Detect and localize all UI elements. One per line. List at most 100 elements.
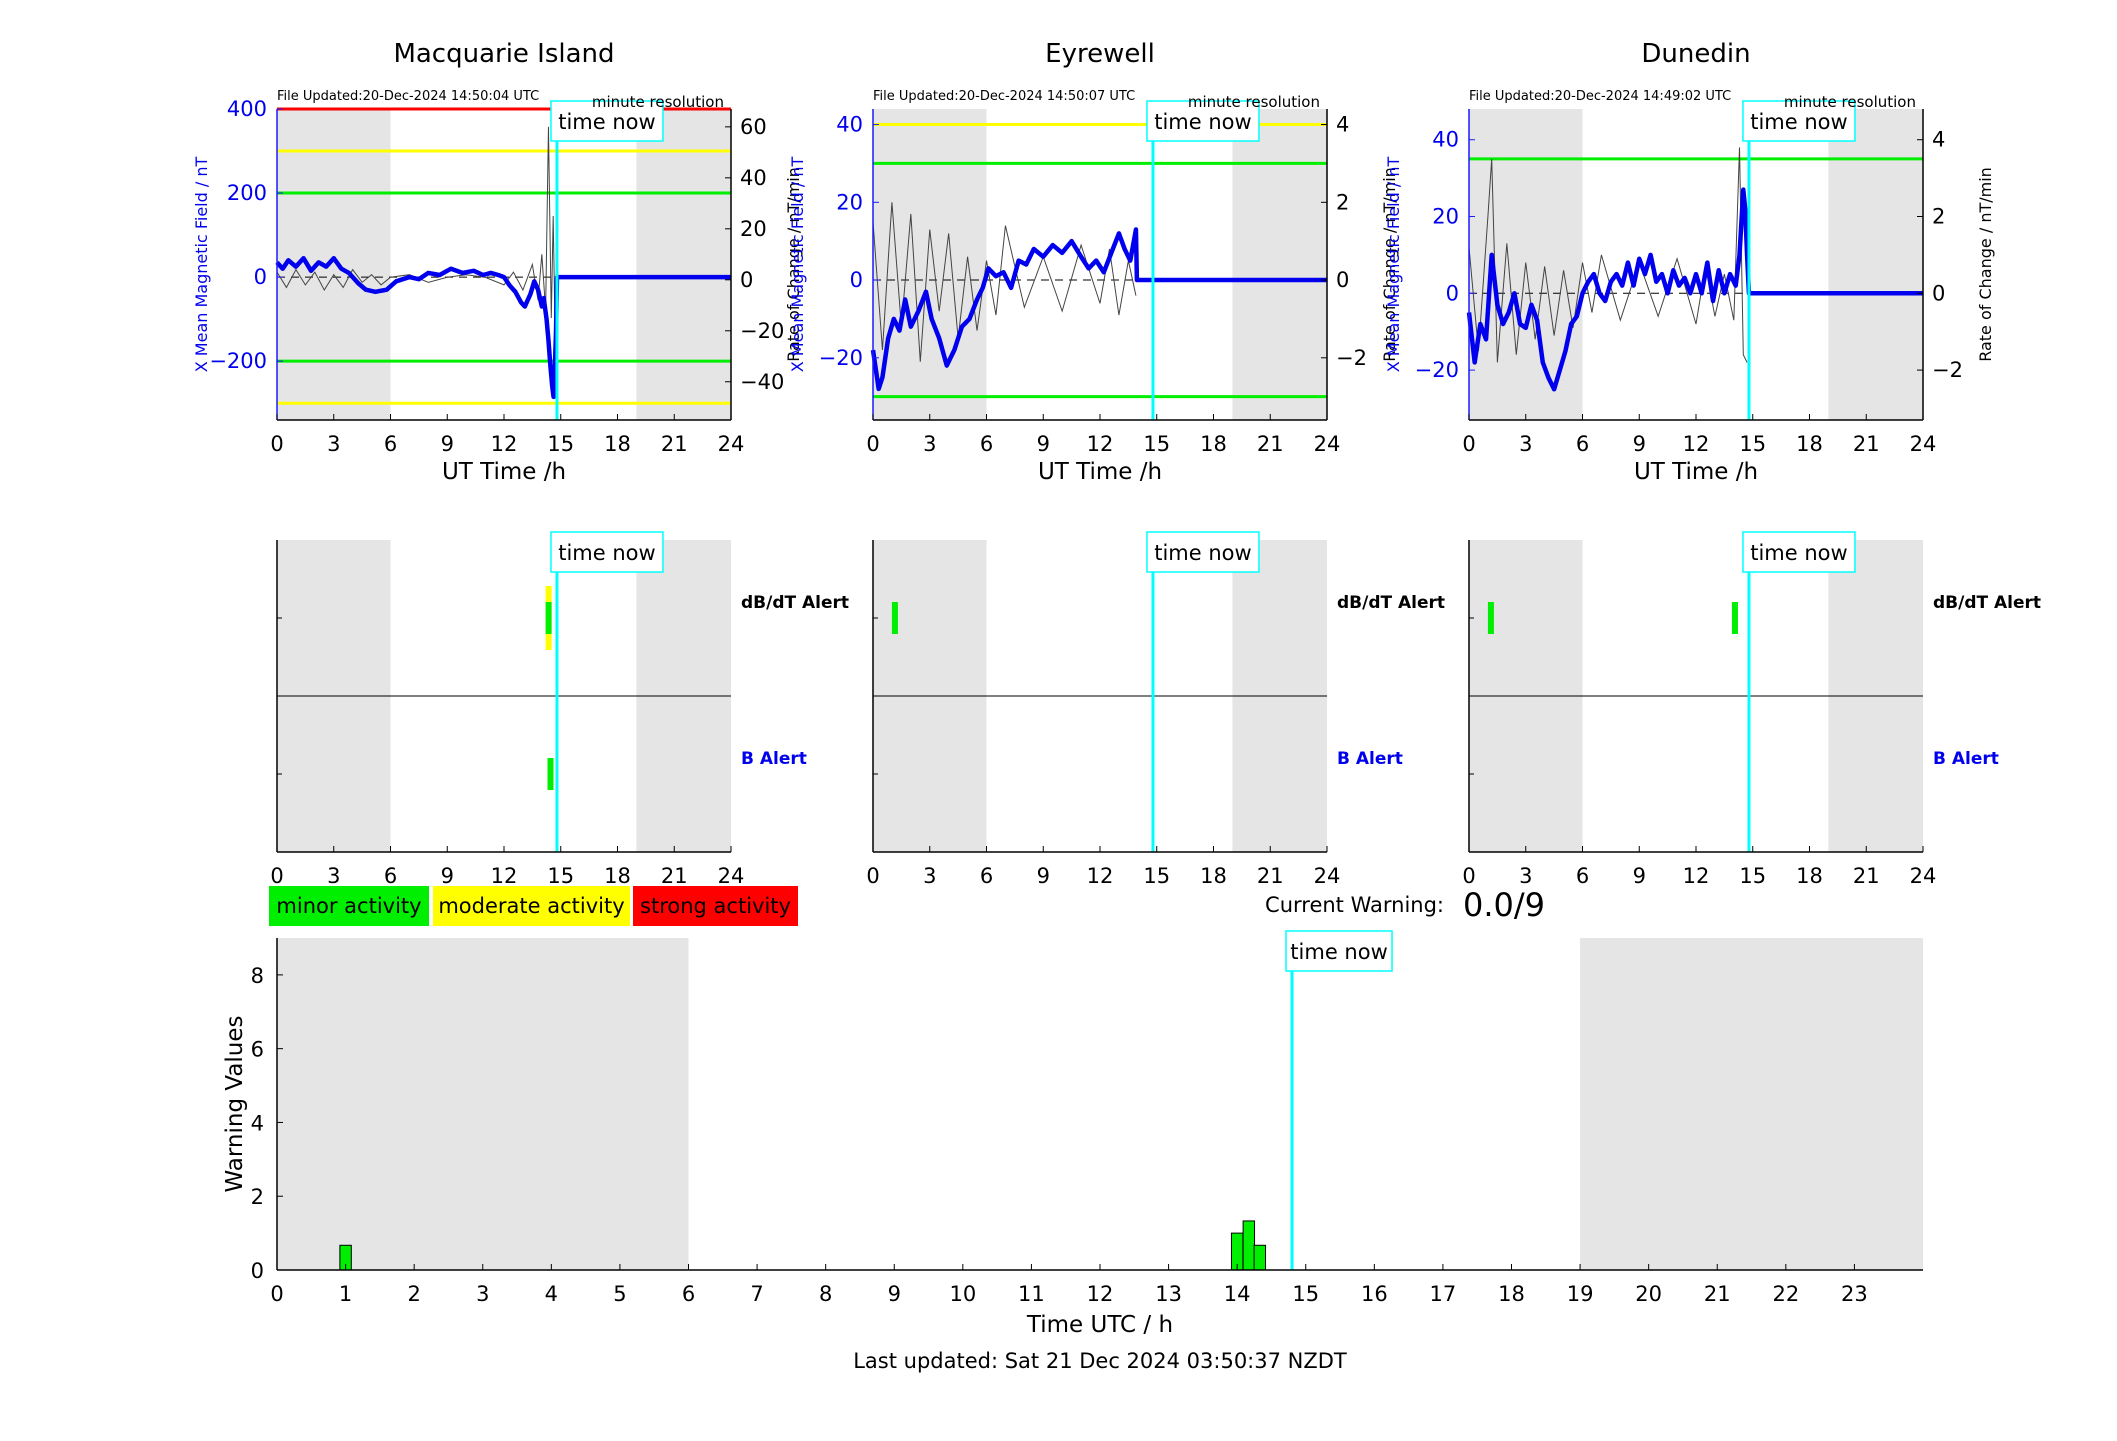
- y-tick-label: 0: [850, 268, 863, 292]
- warning-bar-3: [1253, 1244, 1267, 1271]
- x-tick-label: 21: [661, 432, 688, 456]
- y2-axis-label: Rate of Change / nT/min: [1380, 167, 1399, 362]
- y2-tick-label: 2: [1932, 205, 1945, 229]
- y2-tick-label: 0: [1932, 281, 1945, 305]
- x-tick-label: 24: [718, 432, 745, 456]
- x-tick-label: 9: [1633, 864, 1646, 888]
- x-tick-label: 9: [1037, 432, 1050, 456]
- x-tick-label: 6: [384, 432, 397, 456]
- x-tick-label: 12: [1087, 864, 1114, 888]
- alert-time-now-label: time now: [1154, 541, 1251, 565]
- warning-time-now-box: [1285, 930, 1393, 972]
- x-tick-label: 16: [1361, 1282, 1388, 1306]
- dbdt-alert-label: dB/dT Alert: [741, 593, 849, 613]
- magnetometer-time-now-box: [1146, 100, 1260, 142]
- magnetometer-time-now-label: time now: [1750, 110, 1847, 134]
- x-tick-label: 9: [1633, 432, 1646, 456]
- magnetic-field-series: [870, 227, 1327, 392]
- y-tick-label: 2: [251, 1185, 264, 1209]
- current-warning-label: Current Warning:: [1265, 893, 1444, 917]
- x-tick-label: 21: [1257, 864, 1284, 888]
- x-tick-label: 21: [1853, 432, 1880, 456]
- file-updated-text: File Updated:20-Dec-2024 14:50:04 UTC: [277, 89, 539, 104]
- magnetometer-chart-1: Macquarie Island time now 0 3 6 9 12 15 18 21 24 −2…: [192, 39, 803, 485]
- x-tick-label: 9: [441, 864, 454, 888]
- x-axis-label: Time UTC / h: [1026, 1312, 1173, 1338]
- b-alert-bar-minor: [547, 758, 554, 790]
- file-updated-text: File Updated:20-Dec-2024 14:50:07 UTC: [873, 89, 1135, 104]
- magnetometer-time-now-label: time now: [1154, 110, 1251, 134]
- legend-swatch-minor: [269, 886, 429, 926]
- x-tick-label: 8: [819, 1282, 832, 1306]
- x-tick-label: 18: [1498, 1282, 1525, 1306]
- legend-label-minor: minor activity: [276, 894, 421, 918]
- y2-tick-label: 2: [1336, 190, 1349, 214]
- x-axis-label: UT Time /h: [442, 459, 566, 485]
- night-shading-1: [636, 109, 731, 420]
- x-tick-label: 22: [1772, 1282, 1799, 1306]
- y2-tick-label: 60: [740, 115, 767, 139]
- x-tick-label: 0: [270, 864, 283, 888]
- y2-tick-label: 4: [1932, 128, 1945, 152]
- x-tick-label: 21: [661, 864, 688, 888]
- x-tick-label: 3: [1519, 864, 1532, 888]
- y-axis-label: X Mean Magnetic Field / nT: [1384, 157, 1403, 373]
- x-tick-label: 3: [327, 432, 340, 456]
- x-tick-label: 3: [923, 864, 936, 888]
- x-tick-label: 21: [1853, 864, 1880, 888]
- x-tick-label: 17: [1430, 1282, 1457, 1306]
- y-tick-label: 0: [1446, 281, 1459, 305]
- x-tick-label: 21: [1257, 432, 1284, 456]
- x-tick-label: 15: [1143, 864, 1170, 888]
- x-tick-label: 3: [923, 432, 936, 456]
- alert-panel-1: time now 0 3 6 9 12 15 18 21 24 dB/dT Alert B Alert: [270, 531, 849, 888]
- x-tick-label: 9: [441, 432, 454, 456]
- last-updated-text: Last updated: Sat 21 Dec 2024 03:50:37 N…: [853, 1349, 1347, 1373]
- y2-tick-label: 4: [1336, 113, 1349, 137]
- x-tick-label: 4: [545, 1282, 558, 1306]
- y2-tick-label: 40: [740, 166, 767, 190]
- y-tick-label: 40: [836, 113, 863, 137]
- x-tick-label: 7: [750, 1282, 763, 1306]
- dbdt-alert-label: dB/dT Alert: [1933, 593, 2041, 613]
- x-tick-label: 10: [949, 1282, 976, 1306]
- y-tick-label: 20: [1432, 205, 1459, 229]
- x-tick-label: 0: [1462, 864, 1475, 888]
- station-title: Macquarie Island: [393, 39, 614, 69]
- y-tick-label: 200: [227, 181, 267, 205]
- x-tick-label: 12: [1087, 432, 1114, 456]
- alert-time-now-box: [1742, 531, 1856, 573]
- y-axis-label: Warning Values: [222, 1015, 248, 1192]
- current-warning-value: 0.0/9: [1463, 886, 1545, 924]
- y-tick-label: 20: [836, 190, 863, 214]
- x-tick-label: 2: [407, 1282, 420, 1306]
- night-shading-1: [1232, 109, 1327, 420]
- dbdt-alert-bar-minor: [1731, 602, 1738, 634]
- y2-tick-label: 20: [740, 217, 767, 241]
- night-shading-0: [277, 938, 689, 1270]
- x-tick-label: 0: [1462, 432, 1475, 456]
- x-tick-label: 18: [1796, 864, 1823, 888]
- y-tick-label: −20: [819, 346, 863, 370]
- x-tick-label: 15: [547, 432, 574, 456]
- x-tick-label: 12: [1683, 864, 1710, 888]
- x-tick-label: 0: [866, 864, 879, 888]
- x-tick-label: 24: [1314, 864, 1341, 888]
- x-tick-label: 0: [866, 432, 879, 456]
- dbdt-alert-bar-minor: [1487, 602, 1494, 634]
- y-tick-label: 8: [251, 964, 264, 988]
- x-tick-label: 3: [476, 1282, 489, 1306]
- dbdt-alert-label: dB/dT Alert: [1337, 593, 1445, 613]
- y2-axis-label: Rate of Change / nT/min: [784, 167, 803, 362]
- x-tick-label: 0: [270, 432, 283, 456]
- night-shading-1: [1580, 938, 1923, 1270]
- x-tick-label: 12: [1683, 432, 1710, 456]
- x-tick-label: 18: [604, 432, 631, 456]
- x-tick-label: 11: [1018, 1282, 1045, 1306]
- x-tick-label: 15: [1739, 864, 1766, 888]
- x-tick-label: 12: [1087, 1282, 1114, 1306]
- resolution-text: minute resolution: [592, 93, 724, 111]
- magnetometer-time-now-box: [550, 100, 664, 142]
